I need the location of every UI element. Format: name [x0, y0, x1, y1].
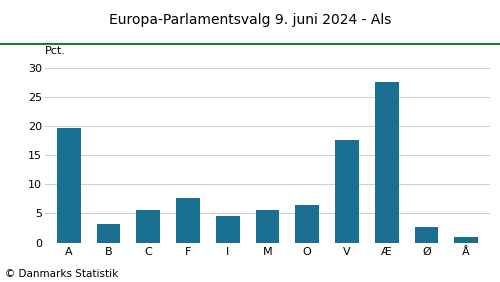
Bar: [57, 128, 81, 243]
Bar: [216, 216, 240, 243]
Text: Europa-Parlamentsvalg 9. juni 2024 - Als: Europa-Parlamentsvalg 9. juni 2024 - Als: [109, 13, 391, 27]
Bar: [414, 227, 438, 243]
Text: Pct.: Pct.: [45, 47, 66, 56]
Bar: [176, 198, 200, 243]
Bar: [256, 210, 280, 243]
Bar: [96, 224, 120, 243]
Text: © Danmarks Statistik: © Danmarks Statistik: [5, 269, 118, 279]
Bar: [335, 140, 359, 243]
Bar: [454, 237, 478, 243]
Bar: [296, 205, 319, 243]
Bar: [136, 210, 160, 243]
Bar: [375, 82, 398, 243]
